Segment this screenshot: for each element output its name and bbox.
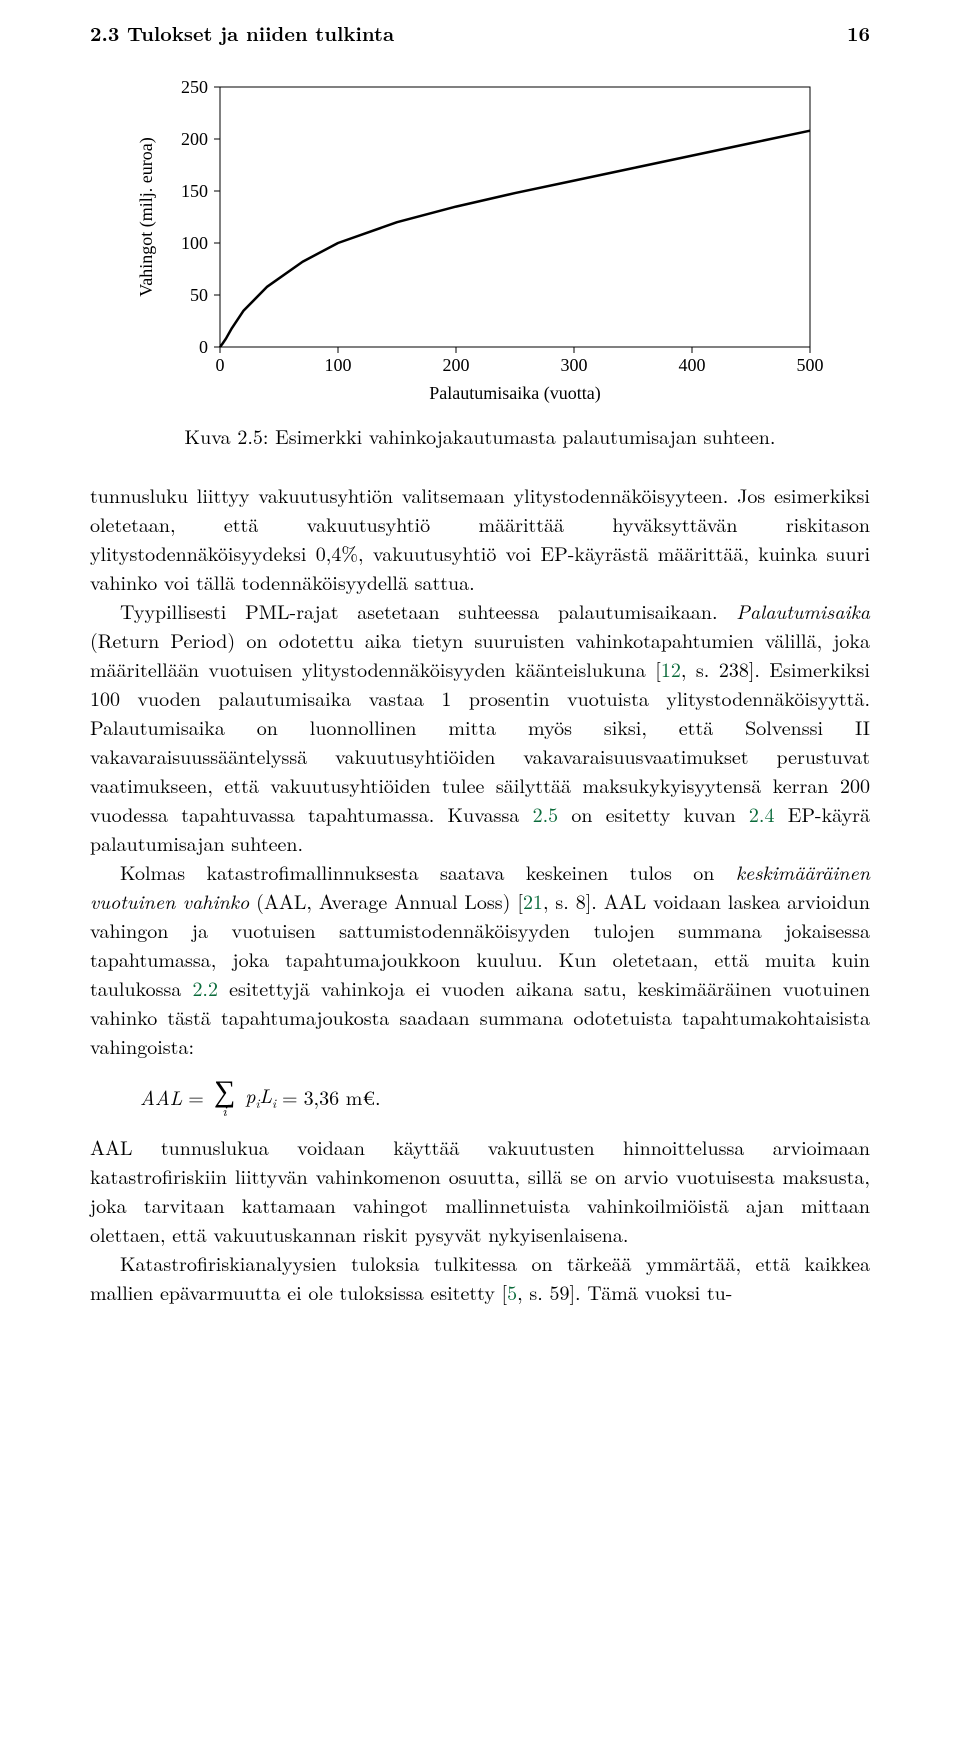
section-heading: 2.3 Tulokset ja niiden tulkinta <box>90 18 394 47</box>
citation-ref-5[interactable]: 5 <box>507 1277 517 1306</box>
figure-ref-2-4[interactable]: 2.4 <box>749 799 775 828</box>
figure-ref-2-5[interactable]: 2.5 <box>533 799 559 828</box>
svg-text:50: 50 <box>190 285 208 305</box>
svg-text:400: 400 <box>679 355 706 375</box>
svg-text:300: 300 <box>561 355 588 375</box>
citation-ref-12[interactable]: 12 <box>661 654 681 683</box>
table-ref-2-2[interactable]: 2.2 <box>192 973 218 1002</box>
svg-text:250: 250 <box>181 77 208 97</box>
p3-part-a: Kolmas katastrofimallinnuksesta saatava … <box>120 857 736 886</box>
p5-part-b: , s. 59]. Tämä vuoksi tu- <box>517 1277 732 1306</box>
p2-part-a: Tyypillisesti PML-rajat asetetaan suhtee… <box>120 596 736 625</box>
p2-italic: Palautumisaika <box>736 596 870 625</box>
paragraph-5: Katastrofiriskianalyysien tuloksia tulki… <box>90 1248 870 1306</box>
equation-aal: AAL = ∑ i piLi = 3,36 m€. <box>140 1074 870 1118</box>
svg-text:200: 200 <box>181 129 208 149</box>
line-chart: 0 100 200 300 400 500 0 50 100 150 200 250 Palautumi… <box>130 77 830 407</box>
p5-part-a: Katastrofiriskianalyysien tuloksia tulki… <box>90 1248 870 1306</box>
p2-part-d: on esitetty kuvan <box>558 799 749 828</box>
page-number: 16 <box>847 18 870 47</box>
p3-part-b: (AAL, Average Annual Loss) [ <box>249 886 523 915</box>
svg-text:0: 0 <box>216 355 225 375</box>
svg-text:100: 100 <box>325 355 352 375</box>
eq-term: piLi <box>245 1080 276 1113</box>
paragraph-2: Tyypillisesti PML-rajat asetetaan suhtee… <box>90 596 870 857</box>
caption-label: Kuva 2.5: <box>185 421 269 450</box>
caption-body: Esimerkki vahinkojakautumasta palautumis… <box>275 421 775 450</box>
paragraph-1: tunnusluku liittyy vakuutusyhtiön valits… <box>90 480 870 596</box>
eq-value: 3,36 m€. <box>304 1082 381 1111</box>
citation-ref-21[interactable]: 21 <box>523 886 543 915</box>
figure-caption: Kuva 2.5: Esimerkki vahinkojakautumasta … <box>0 421 960 450</box>
svg-text:0: 0 <box>199 337 208 357</box>
svg-text:150: 150 <box>181 181 208 201</box>
chart-figure: 0 100 200 300 400 500 0 50 100 150 200 250 Palautumi… <box>130 77 830 407</box>
svg-text:200: 200 <box>443 355 470 375</box>
paragraph-3: Kolmas katastrofimallinnuksesta saatava … <box>90 857 870 1060</box>
svg-text:Vahingot (milj. euroa): Vahingot (milj. euroa) <box>136 137 157 296</box>
eq-lhs: AAL <box>140 1082 182 1111</box>
svg-text:Palautumisaika (vuotta): Palautumisaika (vuotta) <box>429 383 600 404</box>
summation-symbol: ∑ i <box>214 1074 235 1118</box>
svg-text:500: 500 <box>797 355 824 375</box>
svg-text:100: 100 <box>181 233 208 253</box>
paragraph-4: AAL tunnuslukua voidaan käyttää vakuutus… <box>90 1132 870 1248</box>
